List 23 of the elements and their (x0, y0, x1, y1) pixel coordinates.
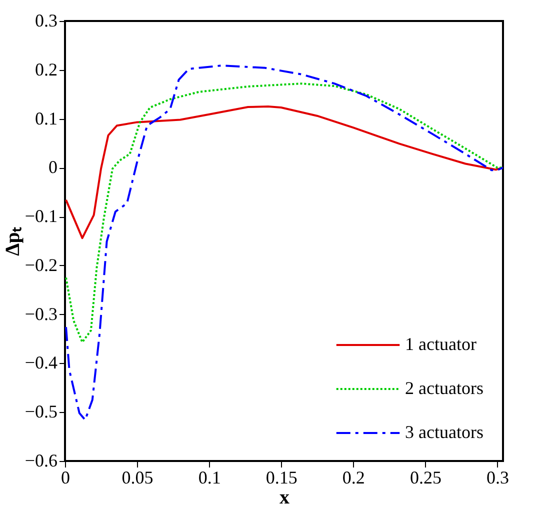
y-tick-label: 0.3 (35, 10, 58, 30)
y-tick-label: 0.2 (35, 59, 58, 80)
x-tick-label: 0.15 (266, 468, 298, 488)
y-tick-label: −0.3 (24, 304, 58, 324)
y-tick-label: −0.4 (24, 352, 58, 373)
y-axis-title: Δpₜ (2, 227, 24, 256)
legend-label: 3 actuators (405, 422, 484, 442)
x-tick-label: 0.25 (410, 468, 442, 488)
legend-label: 1 actuator (405, 334, 476, 354)
x-tick-label: 0.1 (198, 468, 221, 488)
x-tick-label: 0 (61, 468, 70, 488)
x-axis-title: x (280, 486, 290, 508)
y-tick-label: 0 (48, 157, 58, 178)
x-tick-label: 0.05 (122, 468, 154, 488)
x-tick-label: 0.3 (486, 468, 509, 488)
y-tick-label: 0.1 (35, 108, 58, 128)
y-tick-label: −0.2 (24, 254, 58, 275)
y-tick-label: −0.5 (24, 402, 58, 422)
y-tick-label: −0.6 (24, 450, 58, 470)
line-series (65, 64, 503, 421)
x-tick-label: 0.2 (342, 468, 365, 488)
y-tick-label: −0.1 (24, 206, 58, 226)
legend-label: 2 actuators (405, 378, 484, 398)
